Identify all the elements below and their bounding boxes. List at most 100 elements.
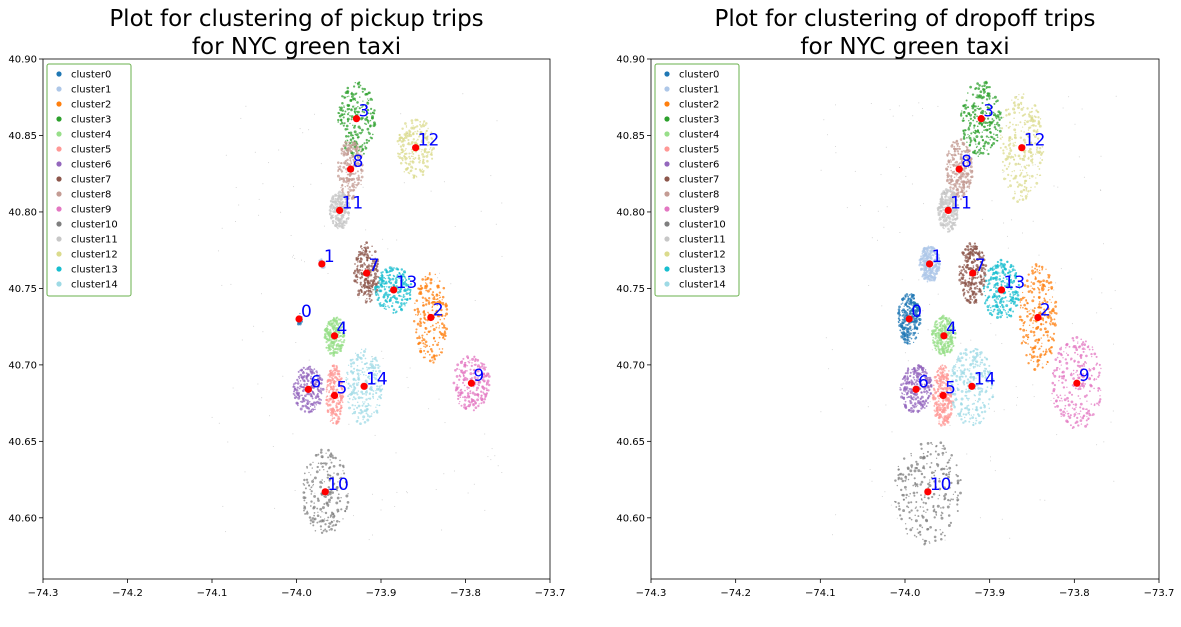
- trip-point: [326, 470, 329, 473]
- trip-point: [361, 128, 364, 132]
- trip-point: [366, 119, 370, 123]
- trip-point: [912, 301, 914, 304]
- trip-point: [1022, 328, 1026, 332]
- trip-point: [1041, 269, 1043, 271]
- trip-point: [372, 390, 375, 392]
- trip-point: [340, 341, 343, 343]
- trip-point: [342, 466, 345, 469]
- trip-point: [360, 183, 362, 186]
- trip-point: [918, 380, 921, 383]
- trip-point: [425, 122, 428, 125]
- trip-point: [939, 323, 942, 326]
- trip-point: [1037, 363, 1040, 366]
- x-tick-label: −74.3: [28, 588, 59, 599]
- trip-point: [327, 448, 330, 452]
- trip-point: [898, 316, 900, 318]
- trip-point: [332, 206, 336, 210]
- trip-point: [429, 278, 433, 282]
- trip-point: [422, 122, 425, 124]
- trip-point: [344, 110, 347, 113]
- trip-point: [371, 245, 373, 248]
- trip-point: [949, 412, 953, 415]
- trip-point: [315, 374, 319, 377]
- trip-point: [428, 151, 431, 153]
- trip-point: [916, 313, 919, 317]
- trip-point: [328, 375, 332, 378]
- trip-point: [424, 346, 427, 348]
- trip-point: [337, 161, 340, 164]
- trip-point: [938, 322, 941, 324]
- trip-point: [458, 402, 460, 405]
- trip-point: [400, 156, 404, 160]
- trip-point: [341, 101, 344, 105]
- trip-point: [317, 462, 320, 464]
- trip-point: [338, 106, 341, 109]
- trip-point: [1049, 322, 1051, 324]
- trip-point: [1042, 285, 1045, 287]
- trip-point: [324, 523, 327, 526]
- trip-point: [458, 393, 462, 397]
- trip-point: [412, 320, 416, 323]
- trip-point: [936, 339, 940, 343]
- trip-point: [361, 87, 364, 90]
- trip-point: [340, 186, 342, 189]
- trip-point: [469, 359, 471, 361]
- trip-point: [341, 109, 344, 112]
- trip-point: [443, 338, 446, 341]
- trip-point: [949, 343, 952, 346]
- trip-point: [935, 269, 939, 273]
- trip-point: [395, 310, 398, 313]
- trip-point: [920, 366, 924, 370]
- trip-point: [1032, 314, 1035, 317]
- trip-point: [464, 370, 467, 372]
- trip-point: [924, 399, 928, 402]
- trip-point: [412, 152, 415, 155]
- trip-point: [357, 359, 359, 361]
- trip-point: [348, 186, 351, 189]
- legend-marker: [56, 161, 62, 167]
- trip-point: [463, 363, 466, 367]
- trip-point: [320, 462, 323, 465]
- trip-point: [336, 388, 339, 391]
- trip-point: [353, 173, 356, 175]
- trip-point: [340, 323, 343, 326]
- trip-point: [346, 113, 350, 116]
- trip-point: [357, 416, 359, 418]
- trip-point: [334, 456, 337, 460]
- trip-point: [977, 130, 980, 133]
- trip-point: [365, 290, 368, 293]
- trip-point: [981, 101, 984, 105]
- trip-point: [353, 408, 356, 411]
- trip-point: [399, 287, 403, 291]
- trip-point: [365, 106, 367, 108]
- trip-point: [466, 365, 469, 367]
- trip-point: [928, 376, 932, 380]
- trip-point: [404, 161, 407, 164]
- trip-point: [426, 278, 429, 281]
- trip-point: [352, 164, 356, 167]
- trip-point: [900, 383, 903, 386]
- trip-point: [977, 290, 980, 293]
- trip-point: [981, 85, 984, 88]
- trip-point: [376, 262, 379, 266]
- trip-point: [1019, 307, 1022, 309]
- trip-point: [939, 379, 941, 382]
- trip-point: [385, 308, 387, 310]
- trip-point: [471, 391, 475, 395]
- trip-point: [378, 395, 381, 399]
- trip-point: [316, 521, 319, 524]
- trip-point: [332, 411, 334, 413]
- trip-point: [936, 370, 939, 374]
- trip-point: [1025, 333, 1028, 337]
- trip-point: [356, 372, 360, 376]
- trip-point: [1039, 311, 1042, 313]
- trip-point: [336, 197, 340, 200]
- cluster-center-label: 13: [396, 273, 418, 293]
- trip-point: [313, 502, 315, 504]
- trip-point: [341, 193, 344, 196]
- trip-point: [472, 403, 475, 405]
- trip-point: [338, 221, 341, 225]
- trip-point: [339, 459, 341, 462]
- trip-point: [431, 306, 433, 309]
- trip-point: [388, 281, 391, 283]
